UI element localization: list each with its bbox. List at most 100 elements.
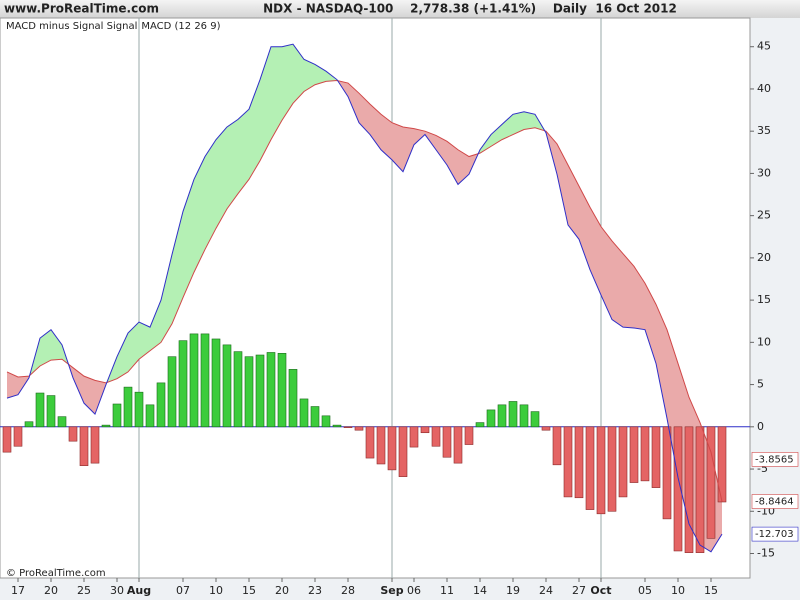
last-value-label: -3.8565 — [755, 454, 794, 465]
histogram-bar — [717, 426, 727, 503]
histogram-bar — [200, 333, 210, 428]
histogram-bar — [409, 426, 419, 448]
line-series — [6, 79, 723, 502]
band-fill — [359, 93, 370, 135]
band-fill — [73, 367, 84, 404]
histogram-bar — [420, 426, 430, 434]
last-value-label: -12.703 — [755, 529, 794, 540]
band-fill — [645, 283, 656, 364]
histogram-bar — [24, 421, 34, 428]
y-tick-label: 0 — [757, 420, 764, 433]
band-fill — [128, 322, 139, 372]
x-tick-label: 15 — [242, 584, 256, 597]
histogram-bar — [211, 338, 221, 428]
histogram-bar — [13, 426, 23, 447]
last-value-label: -8.8464 — [755, 497, 794, 508]
histogram-bar — [233, 351, 243, 428]
x-tick-label: 06 — [407, 584, 421, 597]
band-fill — [161, 254, 172, 343]
histogram-bar — [552, 426, 562, 466]
band-fill — [524, 111, 535, 130]
band-fill — [403, 126, 414, 172]
y-tick-label: 10 — [757, 335, 771, 348]
band-fill — [139, 322, 150, 360]
histogram-bar — [695, 426, 705, 553]
last-value-box — [751, 526, 799, 542]
band-fill — [7, 371, 18, 399]
band-fill — [612, 240, 623, 328]
histogram-bar — [475, 422, 485, 428]
band-fill — [392, 122, 403, 172]
x-tick-label: 30 — [110, 584, 124, 597]
histogram-bar — [365, 426, 375, 459]
band-fill — [51, 329, 62, 361]
band-fill — [590, 207, 601, 296]
band-fill — [271, 46, 282, 140]
x-tick-label: 28 — [341, 584, 355, 597]
band-fill — [40, 329, 51, 366]
y-tick-label: 45 — [757, 40, 771, 53]
band-fill — [557, 143, 568, 225]
histogram-bar — [640, 426, 650, 482]
histogram-bar — [310, 406, 320, 428]
band-fill — [579, 186, 590, 270]
histogram-bar — [530, 411, 540, 428]
x-tick-label: Sep — [380, 584, 403, 597]
y-tick-label: -15 — [757, 547, 775, 560]
x-tick-label: 19 — [506, 584, 520, 597]
band-fill — [414, 128, 425, 145]
histogram-bar — [123, 386, 133, 428]
x-tick-label: 10 — [209, 584, 223, 597]
histogram-bar — [343, 426, 353, 428]
y-tick-label: 35 — [757, 124, 771, 137]
histogram-bar — [486, 409, 496, 428]
x-tick-label: 24 — [539, 584, 553, 597]
histogram-bar — [57, 416, 67, 428]
line-series — [6, 43, 723, 553]
band-fill — [249, 79, 260, 180]
histogram-bar — [156, 382, 166, 428]
band-fill — [227, 119, 238, 209]
band-fill — [568, 164, 579, 240]
histogram-bar — [35, 392, 45, 428]
histogram-bar — [596, 426, 606, 515]
header-bar — [0, 0, 800, 18]
histogram-bar — [112, 403, 122, 428]
histogram-bar — [541, 426, 551, 431]
histogram-bar — [464, 426, 474, 445]
histogram-bar — [376, 426, 386, 465]
histogram-bar — [189, 333, 199, 428]
histogram-bar — [145, 404, 155, 428]
band-fill — [601, 226, 612, 320]
histogram-bar — [277, 353, 287, 428]
histogram-bar — [629, 426, 639, 483]
band-fills — [7, 44, 722, 552]
y-tick-label: -5 — [757, 462, 768, 475]
y-tick-label: 5 — [757, 378, 764, 391]
band-fill — [238, 109, 249, 194]
band-fill — [436, 135, 447, 165]
y-tick-label: 40 — [757, 82, 771, 95]
band-fill — [458, 149, 469, 185]
x-tick-label: 15 — [704, 584, 718, 597]
band-fill — [447, 141, 458, 185]
band-fill — [150, 300, 161, 351]
histogram-bar — [332, 424, 342, 428]
histogram-bar — [618, 426, 628, 498]
band-fill — [304, 59, 315, 92]
histogram-bar — [167, 356, 177, 428]
histogram-bar — [453, 426, 463, 464]
histogram-bar — [79, 426, 89, 466]
x-tick-label: Aug — [127, 584, 151, 597]
histogram-bar — [431, 426, 441, 447]
histogram-bar — [519, 404, 529, 428]
x-tick-label: 20 — [275, 584, 289, 597]
histogram-bar — [585, 426, 595, 510]
last-value-box — [751, 452, 799, 467]
histogram-bar — [354, 426, 364, 431]
x-tick-label: 14 — [473, 584, 487, 597]
histogram-bar — [101, 424, 111, 428]
histogram-bar — [2, 426, 12, 453]
histogram-bar — [497, 404, 507, 428]
histogram-bar — [662, 426, 672, 520]
